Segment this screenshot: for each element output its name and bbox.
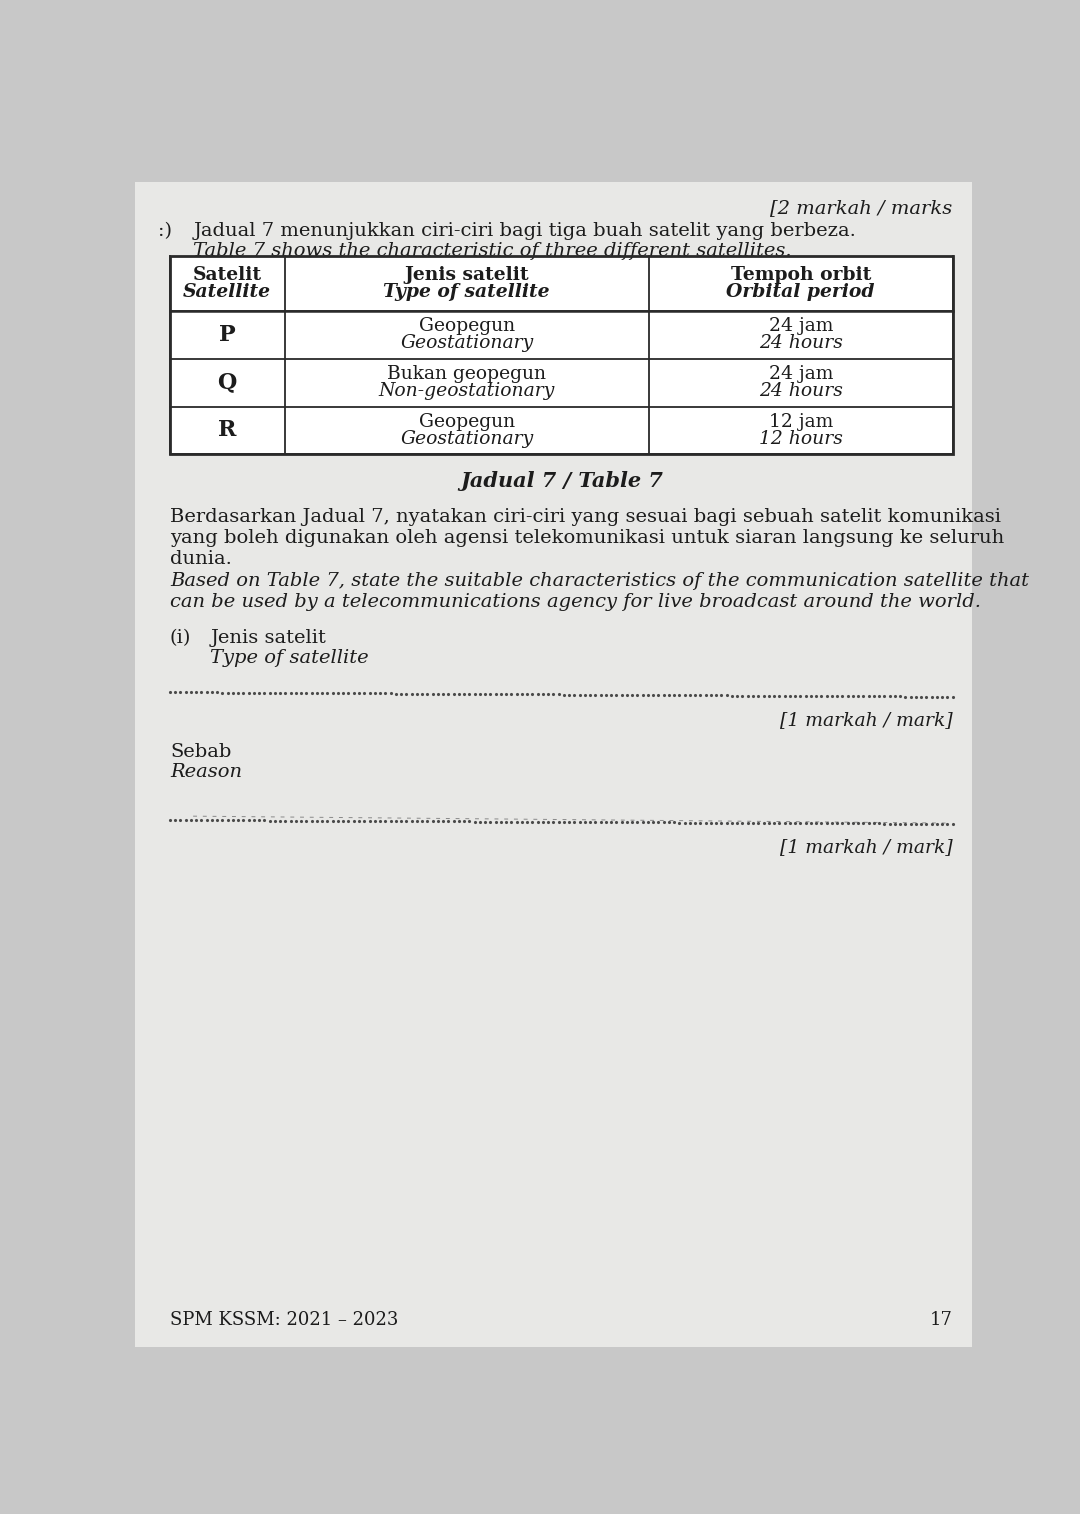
Text: Bukan geopegun: Bukan geopegun [388,365,546,383]
Bar [170,256,953,454]
Text: Q: Q [217,371,237,394]
Text: 24 hours: 24 hours [759,382,842,400]
Text: Orbital period: Orbital period [727,283,875,301]
Text: P: P [219,324,235,345]
Text: Jenis satelit: Jenis satelit [404,266,529,283]
Text: [1 markah / mark]: [1 markah / mark] [780,710,953,728]
Text: Berdasarkan Jadual 7, nyatakan ciri-ciri yang sesuai bagi sebuah satelit komunik: Berdasarkan Jadual 7, nyatakan ciri-ciri… [170,509,1001,527]
Text: Type of satellite: Type of satellite [211,650,368,668]
Text: [1 markah / mark]: [1 markah / mark] [780,837,953,855]
Text: 17: 17 [930,1311,953,1329]
Text: R: R [218,419,237,442]
Text: SPM KSSM: 2021 – 2023: SPM KSSM: 2021 – 2023 [170,1311,399,1329]
Text: 12 jam: 12 jam [769,413,833,431]
Text: Tempoh orbit: Tempoh orbit [730,266,870,283]
Text: yang boleh digunakan oleh agensi telekomunikasi untuk siaran langsung ke seluruh: yang boleh digunakan oleh agensi telekom… [170,528,1004,547]
Text: [2 markah / marks: [2 markah / marks [770,198,953,217]
Bar [170,256,953,454]
Text: Type of satellite: Type of satellite [383,283,550,301]
Text: 24 jam: 24 jam [769,365,833,383]
Text: Based on Table 7, state the suitable characteristics of the communication satell: Based on Table 7, state the suitable cha… [170,572,1029,590]
Text: (i): (i) [170,628,191,646]
Text: Jadual 7 menunjukkan ciri-ciri bagi tiga buah satelit yang berbeza.: Jadual 7 menunjukkan ciri-ciri bagi tiga… [193,221,856,239]
Text: Satelit: Satelit [192,266,261,283]
Text: Satellite: Satellite [184,283,271,301]
Text: Sebab: Sebab [170,743,231,762]
Text: can be used by a telecommunications agency for live broadcast around the world.: can be used by a telecommunications agen… [170,593,981,610]
Text: dunia.: dunia. [170,550,232,568]
Text: Geostationary: Geostationary [400,430,534,448]
Text: Geopegun: Geopegun [419,413,515,431]
Text: Geostationary: Geostationary [400,335,534,353]
Text: Jadual 7 / Table 7: Jadual 7 / Table 7 [460,471,663,491]
Text: Geopegun: Geopegun [419,318,515,336]
Text: Table 7 shows the characteristic of three different satellites.: Table 7 shows the characteristic of thre… [193,242,792,260]
Text: Jenis satelit: Jenis satelit [211,628,326,646]
Text: 24 hours: 24 hours [759,335,842,353]
Text: 24 jam: 24 jam [769,318,833,336]
Text: 12 hours: 12 hours [759,430,842,448]
Text: Non-geostationary: Non-geostationary [378,382,555,400]
Text: Reason: Reason [170,763,242,781]
Text: :): :) [159,221,172,239]
